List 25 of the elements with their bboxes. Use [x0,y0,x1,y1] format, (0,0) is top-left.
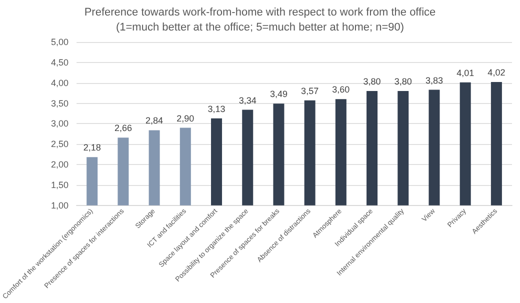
y-tick-label: 3,50 [51,98,69,108]
data-label: 2,18 [83,142,101,153]
data-label: 3,83 [425,75,444,86]
data-label: 2,66 [114,123,132,134]
data-label: 3,57 [301,86,319,96]
data-label: 2,90 [176,113,194,124]
data-label: 2,84 [146,116,164,126]
y-tick-label: 5,00 [51,37,69,47]
data-label: 3,80 [363,76,381,87]
data-label: 3,34 [238,95,256,106]
chart-title: Preference towards work-from-home with respect to work from the office [84,6,436,18]
data-label: 4,02 [488,68,506,78]
y-tick-label: 4,50 [51,57,69,68]
data-label: 4,01 [456,68,474,78]
y-tick-label: 3,00 [51,118,69,129]
data-label: 3,49 [270,89,288,100]
y-tick-label: 2,50 [51,139,69,150]
data-label: 3,60 [332,84,350,95]
chart-subtitle: (1=much better at the office; 5=much better at home; n=90) [116,22,404,34]
y-tick-label: 4,00 [51,78,69,88]
y-tick-label: 1,50 [51,180,69,190]
y-tick-label: 1,00 [51,200,69,210]
data-label: 3,13 [208,104,226,114]
y-tick-label: 2,00 [51,160,69,170]
data-label: 3,80 [394,76,412,87]
